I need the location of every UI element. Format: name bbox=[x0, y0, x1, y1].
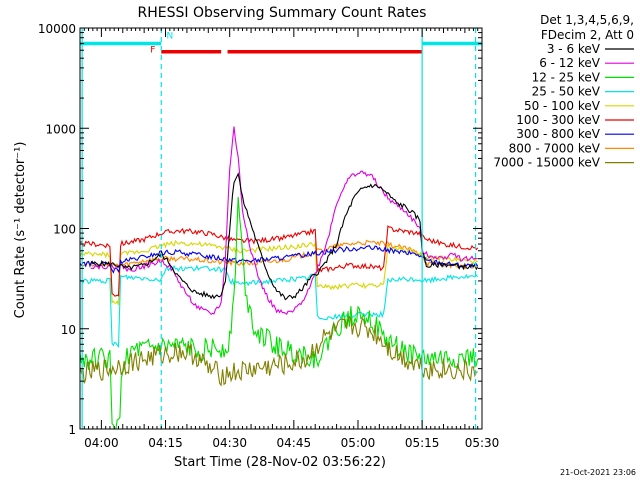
flag-label-flare: F bbox=[150, 46, 155, 56]
x-tick-label: 04:15 bbox=[148, 436, 183, 450]
y-tick-label: 10 bbox=[61, 323, 76, 337]
legend-label: 800 - 7000 keV bbox=[509, 141, 601, 155]
legend-label: 50 - 100 keV bbox=[524, 99, 601, 113]
y-tick-label: 100 bbox=[53, 223, 76, 237]
series-line-50to100keV bbox=[79, 240, 478, 306]
legend-label: 12 - 25 keV bbox=[532, 70, 601, 84]
x-tick-label: 04:00 bbox=[84, 436, 119, 450]
y-axis-label: Count Rate (s⁻¹ detector⁻¹) bbox=[13, 142, 28, 319]
series-line-25to50keV bbox=[79, 264, 479, 349]
series-line-7000to15000keV bbox=[79, 316, 478, 387]
observing-flags: NF bbox=[80, 32, 482, 56]
x-axis-label: Start Time (28-Nov-02 03:56:22) bbox=[174, 455, 386, 470]
chart-title: RHESSI Observing Summary Count Rates bbox=[138, 5, 427, 21]
legend-header-line-2: FDecim 2, Att 0 bbox=[541, 28, 634, 42]
series-line-6to12keV bbox=[90, 126, 478, 316]
legend-label: 3 - 6 keV bbox=[547, 42, 601, 56]
x-tick-label: 05:00 bbox=[341, 436, 376, 450]
legend: Det 1,3,4,5,6,9, FDecim 2, Att 0 3 - 6 k… bbox=[493, 13, 634, 170]
legend-label: 25 - 50 keV bbox=[532, 85, 601, 99]
series-layer bbox=[79, 126, 479, 430]
series-line-12to25keV bbox=[79, 196, 479, 430]
legend-header-line-1: Det 1,3,4,5,6,9, bbox=[540, 13, 634, 27]
time-markers bbox=[81, 28, 477, 429]
legend-label: 6 - 12 keV bbox=[539, 56, 601, 70]
x-axis: 04:00 04:15 04:30 04:45 05:00 05:15 05:30 bbox=[83, 28, 500, 450]
legend-label: 300 - 800 keV bbox=[516, 127, 600, 141]
series-line-100to300keV bbox=[79, 225, 479, 297]
series-line-300to800keV bbox=[79, 245, 479, 274]
x-tick-label: 05:15 bbox=[405, 436, 440, 450]
y-axis: 1 10 100 1000 10000 bbox=[38, 22, 482, 437]
timestamp: 21-Oct-2021 23:06 bbox=[560, 468, 636, 477]
legend-label: 7000 - 15000 keV bbox=[493, 156, 600, 170]
y-tick-label: 1 bbox=[68, 423, 76, 437]
flag-label-night: N bbox=[167, 32, 174, 42]
x-tick-label: 04:30 bbox=[212, 436, 247, 450]
y-tick-label: 1000 bbox=[45, 122, 76, 136]
legend-label: 100 - 300 keV bbox=[516, 113, 600, 127]
x-tick-label: 04:45 bbox=[277, 436, 312, 450]
series-line-3to6keV bbox=[90, 172, 479, 301]
y-tick-label: 10000 bbox=[38, 22, 76, 36]
x-tick-label: 05:30 bbox=[465, 436, 500, 450]
